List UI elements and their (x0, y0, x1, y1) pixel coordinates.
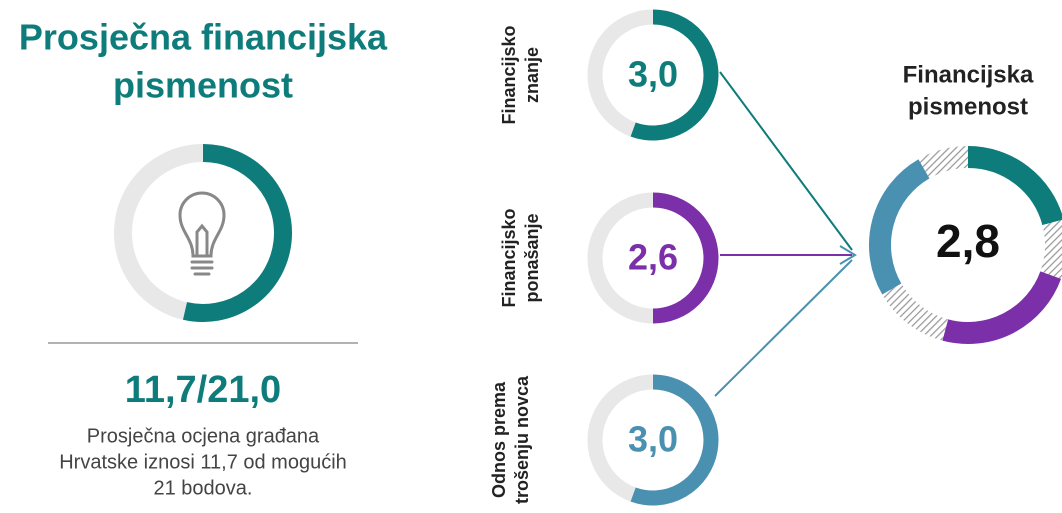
score: 11,7/21,0 (125, 369, 281, 411)
result-label: pismenost (908, 93, 1028, 120)
component-label: Financijsko (499, 208, 519, 307)
component-label: ponašanje (522, 213, 542, 302)
component-label: znanje (522, 47, 542, 103)
description: Prosječna ocjena građana (87, 425, 320, 447)
component-label: trošenju novca (512, 375, 532, 504)
ring-segment (967, 146, 1062, 226)
description: Hrvatske iznosi 11,7 od mogućih (59, 451, 347, 473)
arrows (714, 71, 857, 397)
ring-segment (882, 283, 949, 341)
ring-arc (652, 192, 719, 324)
ring-segment (942, 271, 1062, 344)
title: Prosječna financijska (19, 17, 388, 58)
result-label: Financijska (903, 61, 1034, 88)
ring-arc (630, 9, 719, 141)
component-label: Financijsko (499, 25, 519, 124)
component-value: 3,0 (628, 419, 678, 460)
ring-segment (869, 159, 930, 295)
description: 21 bodova. (154, 477, 253, 499)
result-value: 2,8 (936, 215, 1000, 267)
component-value: 3,0 (628, 54, 678, 95)
ring-segment (918, 146, 969, 179)
component-label: Odnos prema (489, 381, 509, 498)
title: pismenost (113, 65, 293, 106)
ring-arc (182, 144, 292, 322)
ring-segment (1040, 219, 1062, 279)
ring-arc (630, 374, 719, 506)
component-value: 2,6 (628, 237, 678, 278)
bulb-icon (178, 191, 226, 276)
